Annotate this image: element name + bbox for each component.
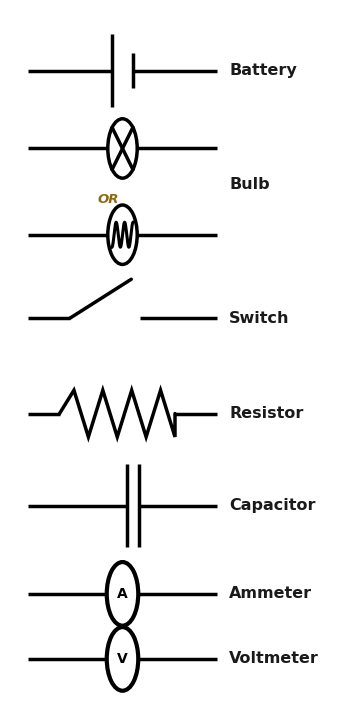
- Text: V: V: [117, 652, 128, 666]
- Circle shape: [107, 627, 138, 691]
- Text: Bulb: Bulb: [229, 177, 270, 192]
- Text: Ammeter: Ammeter: [229, 586, 312, 602]
- Text: Resistor: Resistor: [229, 406, 304, 421]
- Text: Capacitor: Capacitor: [229, 498, 316, 513]
- Circle shape: [107, 562, 138, 626]
- Text: Switch: Switch: [229, 310, 290, 326]
- Text: A: A: [117, 587, 128, 601]
- Text: OR: OR: [98, 193, 119, 206]
- Text: Voltmeter: Voltmeter: [229, 651, 319, 667]
- Text: Battery: Battery: [229, 63, 297, 78]
